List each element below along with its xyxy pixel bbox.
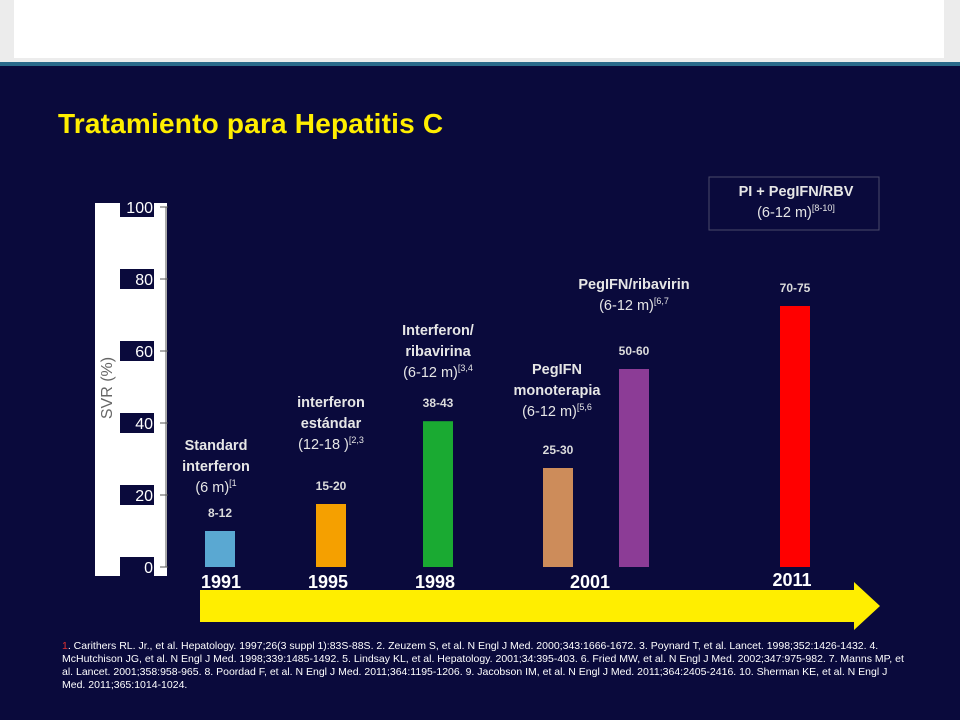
- value-label-5: 70-75: [780, 281, 811, 295]
- header-divider: [0, 62, 960, 66]
- treatment-name-3-0: PegIFN: [532, 362, 582, 378]
- treatment-name-4-0: PegIFN/ribavirin: [578, 277, 689, 293]
- reference-text: . Carithers RL. Jr., et al. Hepatology. …: [62, 640, 904, 691]
- treatment-duration-3: (6-12 m)[5,6: [522, 402, 592, 420]
- value-label-3: 25-30: [543, 443, 574, 457]
- y-axis-label: SVR (%): [99, 357, 116, 419]
- y-tick-label-4: 80: [135, 272, 153, 289]
- treatment-name-2-1: ribavirina: [405, 344, 471, 360]
- slide-title: Tratamiento para Hepatitis C: [58, 108, 444, 139]
- year-label-1: 1995: [308, 572, 348, 592]
- treatment-name-5-0: PI + PegIFN/RBV: [739, 184, 854, 200]
- y-tick-label-bg-3: [120, 341, 154, 361]
- treatment-duration-4: (6-12 m)[6,7: [599, 296, 669, 314]
- y-tick-label-bg-1: [120, 485, 154, 505]
- y-tick-label-bg-4: [120, 269, 154, 289]
- year-label-4: 2011: [772, 570, 811, 590]
- y-tick-label-bg-5: [120, 197, 154, 217]
- y-tick-label-bg-2: [120, 413, 154, 433]
- treatment-name-1-1: estándar: [301, 416, 362, 432]
- header-panel: [14, 0, 944, 58]
- references: 1. Carithers RL. Jr., et al. Hepatology.…: [62, 640, 910, 692]
- y-tick-label-0: 0: [144, 560, 153, 577]
- y-tick-label-2: 40: [135, 416, 153, 433]
- year-label-0: 1991: [201, 572, 241, 592]
- reference-lead-number: 1: [62, 640, 68, 652]
- treatment-duration-2: (6-12 m)[3,4: [403, 363, 473, 381]
- value-label-4: 50-60: [619, 344, 650, 358]
- y-tick-label-bg-0: [120, 557, 154, 577]
- treatment-name-1-0: interferon: [297, 395, 365, 411]
- treatment-name-0-1: interferon: [182, 459, 250, 475]
- treatment-name-3-1: monoterapia: [513, 383, 601, 399]
- value-label-0: 8-12: [208, 506, 232, 520]
- label-box-5: [708, 176, 880, 231]
- year-label-3: 2001: [570, 572, 610, 592]
- header-bar: [0, 0, 960, 62]
- bar-1: [316, 504, 346, 567]
- bar-3: [543, 468, 573, 567]
- y-tick-label-5: 100: [126, 200, 153, 217]
- year-label-2: 1998: [415, 572, 455, 592]
- value-label-2: 38-43: [423, 396, 454, 410]
- treatment-duration-0: (6 m)[1: [195, 478, 236, 496]
- bar-0: [205, 531, 235, 567]
- bar-4: [619, 369, 649, 567]
- treatment-name-0-0: Standard: [185, 438, 248, 454]
- value-label-1: 15-20: [316, 479, 347, 493]
- y-tick-label-1: 20: [135, 488, 153, 505]
- y-tick-label-3: 60: [135, 344, 153, 361]
- treatment-duration-1: (12-18 )[2,3: [298, 435, 364, 453]
- y-axis-panel: [95, 203, 167, 576]
- timeline-arrow: [200, 582, 880, 630]
- treatment-name-2-0: Interferon/: [402, 323, 474, 339]
- bar-2: [423, 421, 453, 567]
- bar-5: [780, 306, 810, 567]
